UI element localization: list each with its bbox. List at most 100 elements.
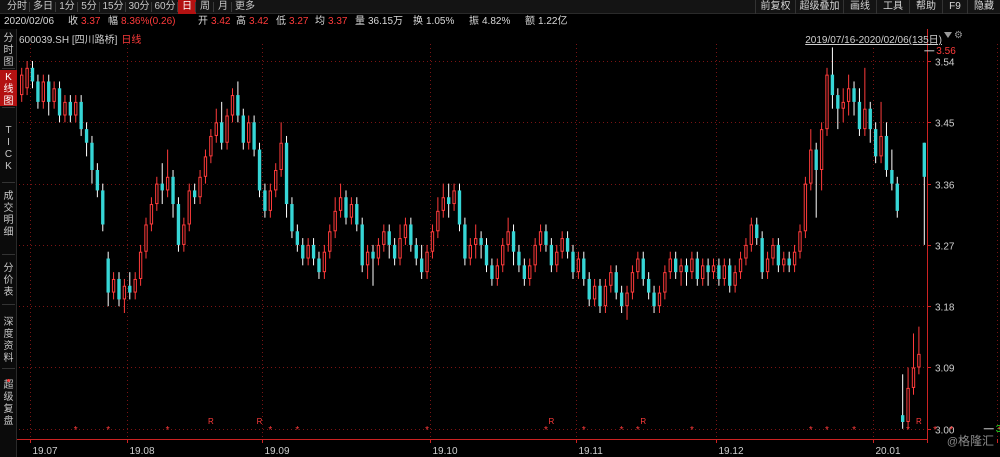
- candle-body-down: [257, 149, 262, 191]
- candle-body-up: [560, 238, 564, 252]
- candle-body-down: [776, 244, 781, 266]
- toolbar-button-4[interactable]: 帮助: [909, 0, 942, 14]
- tab-period-8[interactable]: 周: [200, 1, 210, 12]
- sidebar-item-0[interactable]: 分时图: [0, 31, 17, 68]
- y-tick-label: 3.18: [935, 303, 955, 314]
- sidebar-item-5[interactable]: 深度资料: [0, 315, 17, 367]
- sidebar-item-4[interactable]: 分价表: [0, 261, 17, 303]
- sidebar-item-char: 成: [3, 191, 14, 202]
- candle-body-up: [333, 210, 337, 232]
- candle-body-down: [176, 204, 181, 245]
- candle-body-down: [830, 74, 835, 96]
- event-marker-star: *: [825, 425, 829, 436]
- y-tick-label: 3.27: [935, 242, 955, 253]
- candle-body-down: [614, 272, 618, 293]
- candle-body-up: [41, 81, 45, 102]
- candle-body-down: [619, 292, 624, 307]
- candle-body-down: [160, 183, 164, 191]
- candle-body-up: [398, 238, 402, 259]
- candle-body-down: [517, 251, 521, 266]
- candle-body-down: [901, 415, 905, 422]
- toolbar-button-2[interactable]: 画线: [843, 0, 876, 14]
- sidebar-divider: [2, 182, 15, 183]
- tab-period-0[interactable]: 分时: [7, 1, 27, 12]
- sidebar-item-char: 图: [3, 96, 14, 107]
- toolbar-button-6[interactable]: 隐藏: [967, 0, 1000, 14]
- candle-body-down: [90, 142, 94, 170]
- candle-body-down: [587, 278, 591, 300]
- kline-chart[interactable]: 3.00 3.09 3.18 3.27 3.36 3.45 3.54 19.07 19.08 19…: [17, 29, 1000, 457]
- tab-period-5[interactable]: 30分: [128, 1, 150, 12]
- candle-body-up: [738, 258, 743, 273]
- sidebar-item-char: I: [7, 137, 10, 148]
- candle-body-down: [117, 278, 121, 300]
- candle-body-up: [809, 149, 813, 184]
- range-settings-icon[interactable]: ⚙: [954, 30, 963, 41]
- tab-period-6[interactable]: 60分: [154, 1, 176, 12]
- kline-chart-area[interactable]: 3.00 3.09 3.18 3.27 3.36 3.45 3.54 19.07 19.08 19…: [17, 29, 1000, 457]
- sidebar-item-3[interactable]: 成交明细: [0, 189, 17, 253]
- candle-body-down: [652, 292, 656, 307]
- candle-body-down: [717, 265, 721, 279]
- quote-low-label: 低: [276, 16, 286, 27]
- candle-body-up: [506, 231, 510, 245]
- stock-code-name: 600039.SH [四川路桥]: [19, 35, 118, 46]
- date-range-label[interactable]: 2019/07/16-2020/02/06(135日): [805, 35, 942, 46]
- candle-body-up: [149, 204, 154, 225]
- tab-period-1[interactable]: 多日: [33, 1, 53, 12]
- quote-amount-value: 1.22亿: [538, 16, 568, 27]
- chart-toolbar: 分时 多日 1分 5分 15分 30分 60分日周月更多 前复权 超级叠加 画线 工具 帮助 F9 隐藏: [0, 0, 1000, 14]
- tab-period-4[interactable]: 15分: [102, 1, 124, 12]
- candle-body-down: [695, 258, 699, 279]
- toolbar-button-5[interactable]: F9: [942, 0, 967, 14]
- candle-body-down: [252, 122, 256, 150]
- candle-body-up: [122, 285, 127, 300]
- candle-body-up: [468, 244, 472, 259]
- candle-body-down: [128, 285, 132, 293]
- sidebar-item-char: 超: [3, 380, 14, 391]
- candle-body-up: [576, 258, 581, 273]
- candle-body-down: [522, 265, 527, 279]
- candle-body-up: [452, 190, 456, 205]
- event-marker-r: R: [208, 417, 214, 426]
- tab-period-10[interactable]: 更多: [235, 1, 255, 12]
- candle-body-down: [895, 183, 899, 211]
- sidebar-divider: [2, 368, 15, 369]
- candle-body-up: [52, 88, 56, 102]
- range-dropdown-icon[interactable]: [944, 32, 952, 38]
- tab-period-3[interactable]: 5分: [81, 1, 97, 12]
- sidebar-item-char: 盘: [3, 416, 14, 427]
- candle-body-up: [268, 190, 272, 211]
- candle-body-up: [603, 285, 608, 307]
- candle-body-down: [263, 190, 267, 211]
- event-marker-star: *: [74, 425, 78, 436]
- candle-body-down: [101, 190, 105, 225]
- quote-volume-value: 36.15万: [368, 16, 404, 27]
- candle-body-down: [84, 129, 89, 143]
- toolbar-button-3[interactable]: 工具: [876, 0, 909, 14]
- tab-period-9[interactable]: 月: [218, 1, 228, 12]
- candle-body-down: [890, 169, 894, 184]
- candle-body-up: [322, 251, 327, 273]
- quote-low-value: 3.27: [289, 16, 309, 27]
- toolbar-separator: [99, 2, 100, 12]
- quote-open-label: 开: [198, 16, 208, 27]
- candle-body-up: [501, 244, 505, 266]
- toolbar-separator: [231, 2, 232, 12]
- sidebar-divider: [2, 107, 15, 108]
- candle-body-down: [582, 258, 586, 279]
- candle-body-down: [344, 197, 348, 218]
- candle-body-down: [884, 135, 889, 170]
- event-marker-star: *: [425, 425, 429, 436]
- tab-period-7[interactable]: 日: [178, 0, 196, 14]
- tab-period-2[interactable]: 1分: [59, 1, 75, 12]
- candle-body-up: [63, 101, 67, 116]
- candle-body-down: [360, 224, 364, 266]
- toolbar-button-1[interactable]: 超级叠加: [795, 0, 843, 14]
- candle-body-up: [879, 135, 883, 157]
- sidebar-item-6[interactable]: 超级复盘: [0, 378, 17, 442]
- toolbar-button-0[interactable]: 前复权: [755, 0, 795, 14]
- sidebar-item-char: 资: [3, 341, 14, 352]
